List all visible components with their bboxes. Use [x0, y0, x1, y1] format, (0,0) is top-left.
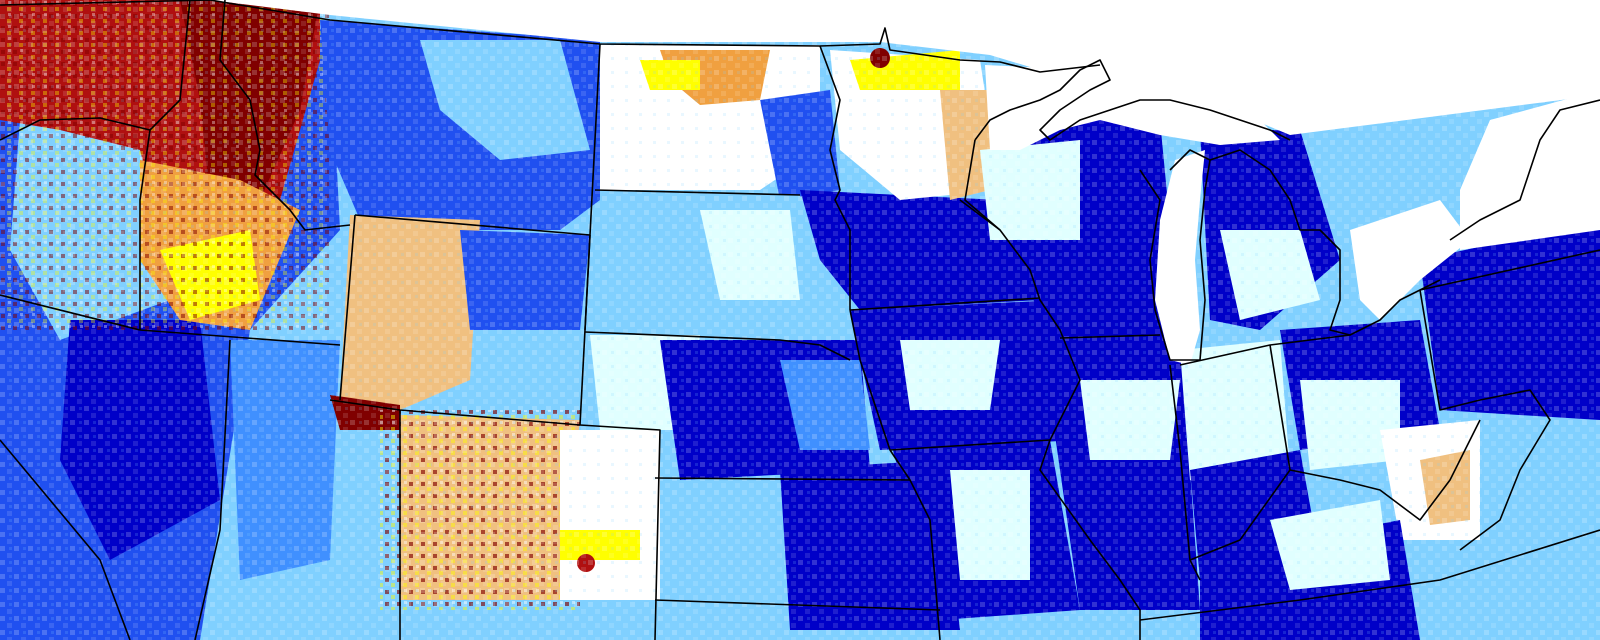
lake-superior [985, 65, 1280, 150]
border-ne-ks [654, 477, 911, 481]
border-mt-south [354, 214, 591, 236]
border-wy-west [339, 214, 356, 401]
border-ny-pa [1419, 249, 1600, 291]
border-mississippi [959, 199, 1141, 640]
border-mi-in-oh [1179, 334, 1351, 366]
border-id-west [139, 0, 191, 330]
border-wi-mn [964, 139, 1001, 231]
border-co-east [579, 424, 661, 640]
border-sd-ne [584, 331, 851, 361]
border-ohio-river [1189, 419, 1481, 561]
border-nv-ut [194, 339, 231, 640]
shorelines [974, 59, 1600, 361]
border-ia-mo [889, 439, 1051, 451]
shore-east-lakes [1449, 99, 1600, 241]
border-ks-south [654, 599, 941, 611]
border-mn-ia [849, 297, 1041, 311]
border-nd-mn [819, 45, 851, 310]
border-oh-pa [1419, 289, 1481, 411]
lake-huron-erie [1350, 200, 1470, 320]
border-us-canada [0, 0, 1101, 73]
border-mt-nd [584, 43, 601, 331]
border-ky-tn [1139, 529, 1600, 621]
border-id-south [139, 329, 341, 346]
lake-michigan [1155, 150, 1205, 365]
border-or-south [0, 294, 141, 331]
border-va-wv [1459, 389, 1551, 551]
shore-lake-michigan [1139, 149, 1211, 361]
border-in-oh [1269, 344, 1291, 471]
border-ca-nv [0, 439, 131, 640]
border-wa-or [0, 117, 151, 141]
shore-superior [974, 59, 1291, 141]
border-il-in [1169, 364, 1201, 581]
border-idaho-montana [219, 0, 351, 231]
border-nd-sd [594, 189, 801, 196]
border-wi-il [1059, 334, 1161, 339]
shore-mi-lower [1209, 149, 1441, 336]
